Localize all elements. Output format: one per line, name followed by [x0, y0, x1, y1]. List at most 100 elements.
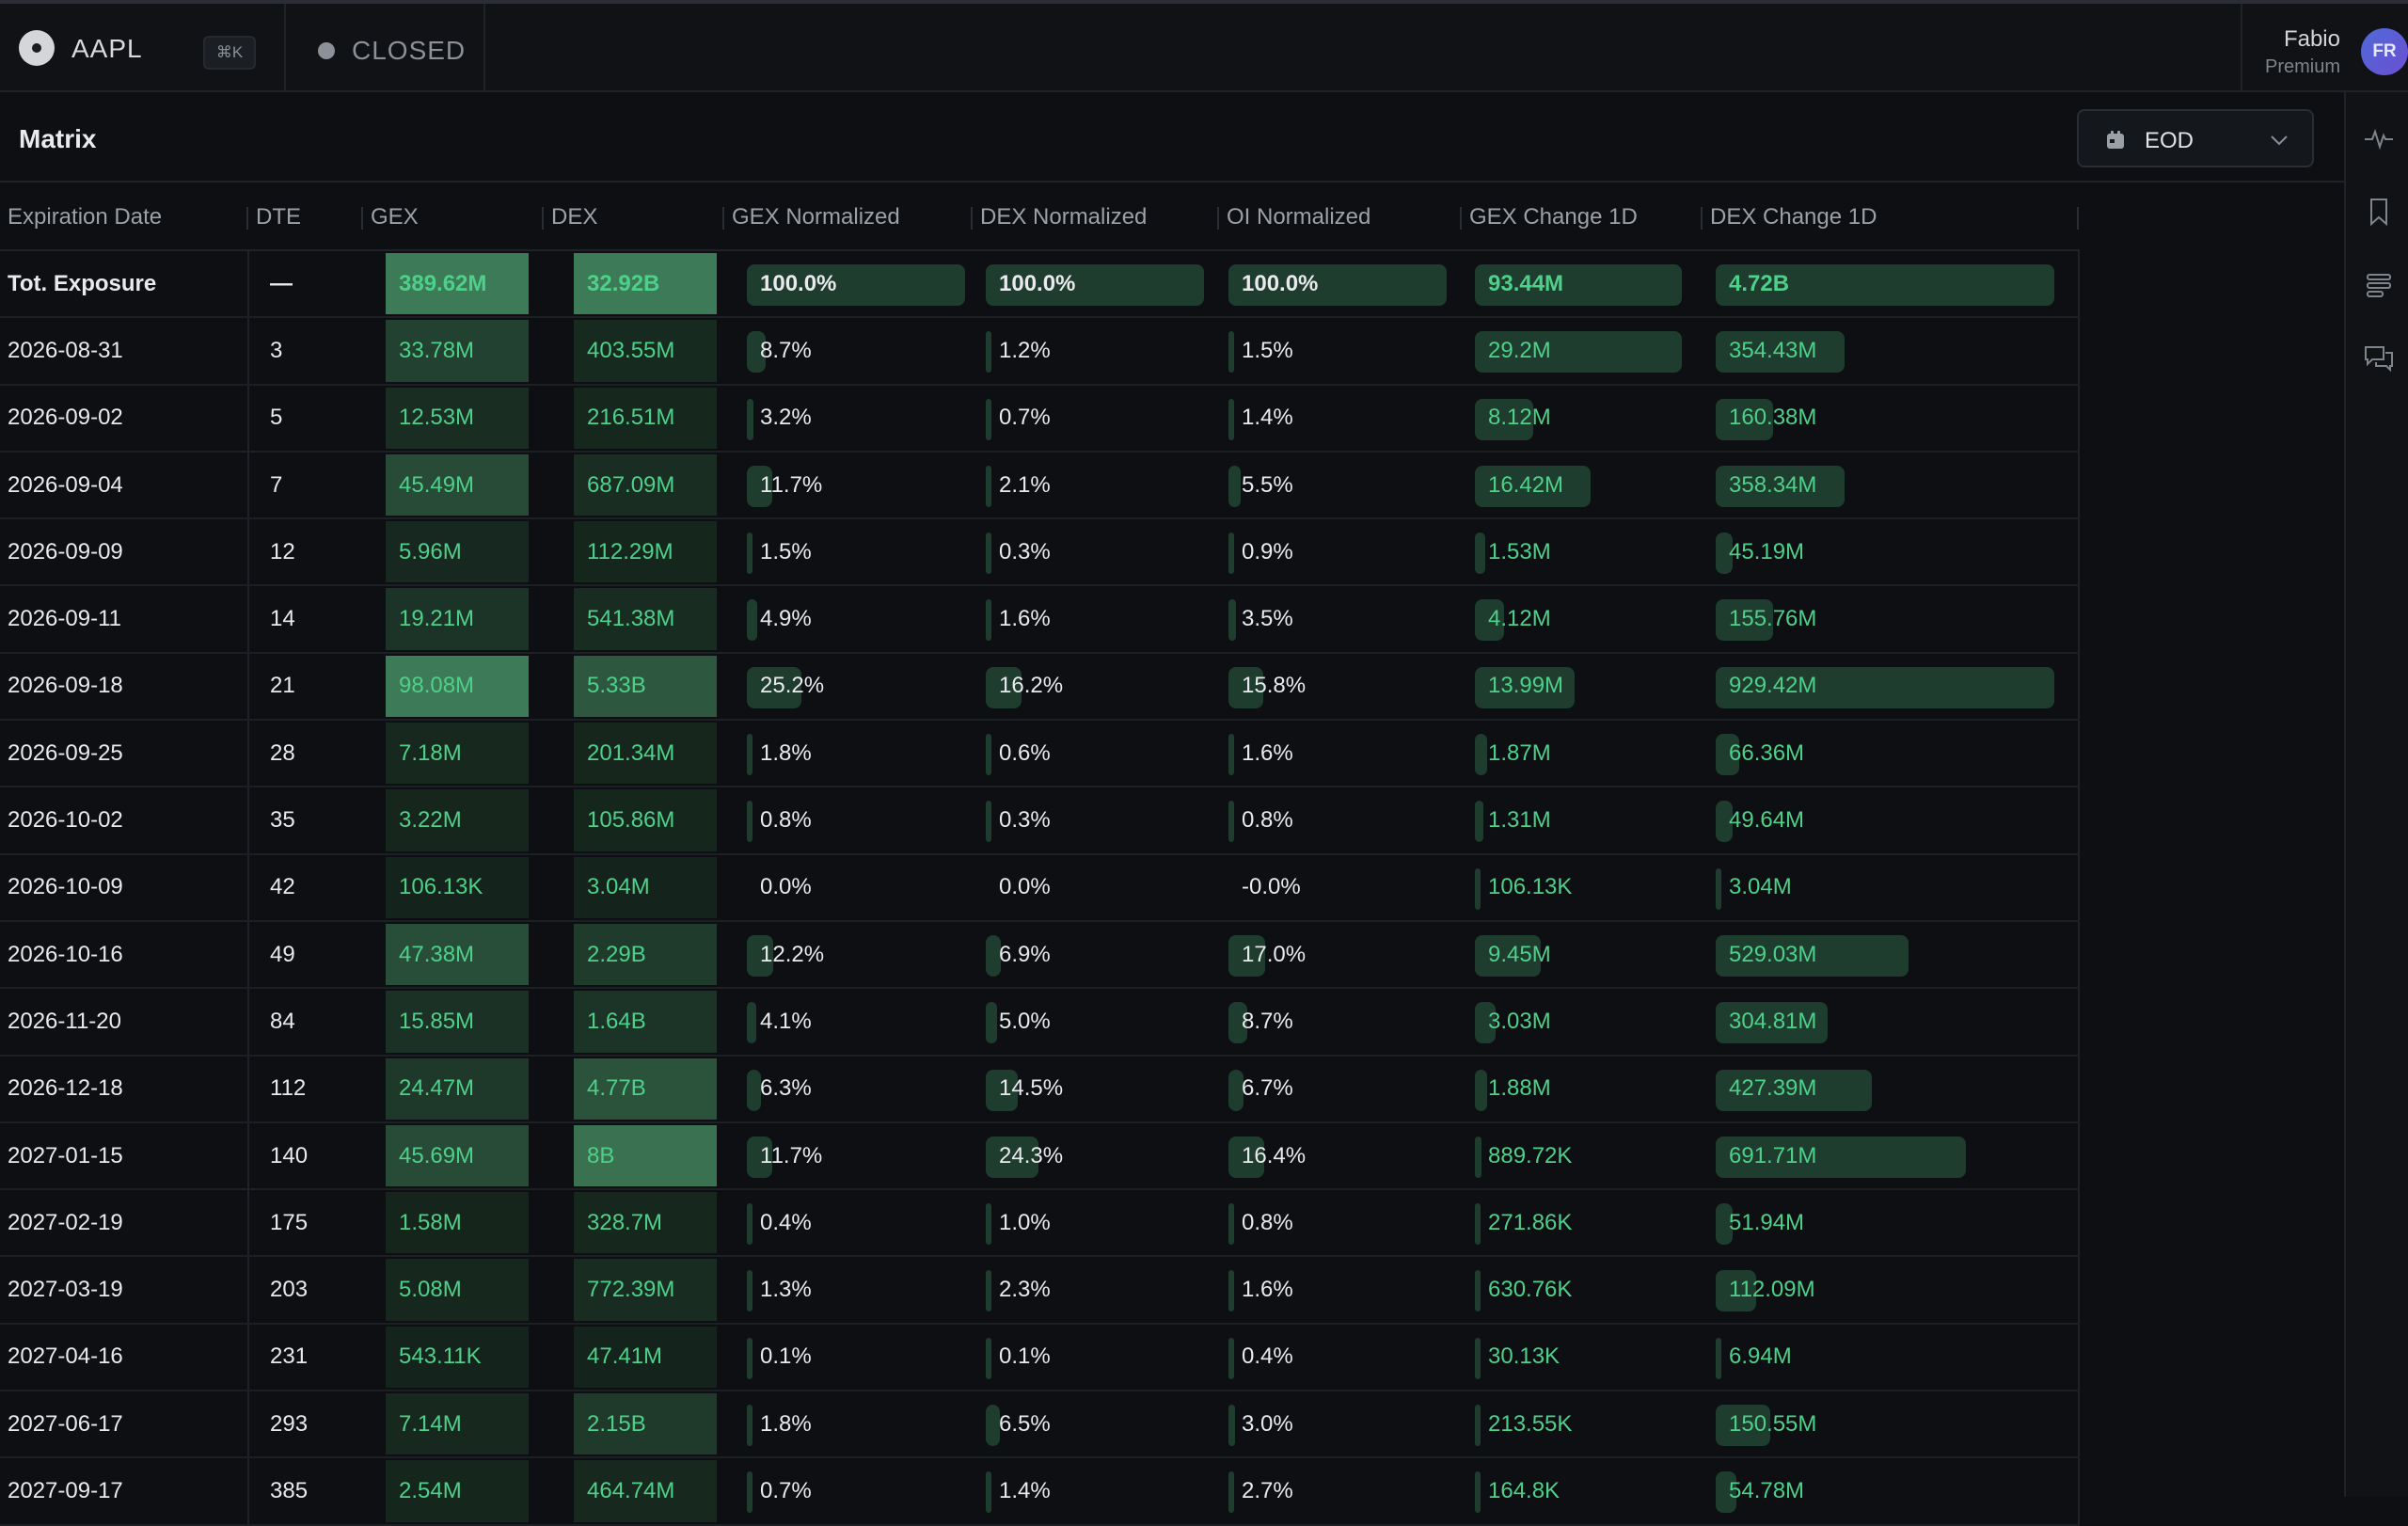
dex-cell-value: 216.51M [574, 387, 717, 449]
change-bar [1475, 1136, 1481, 1178]
column-divider[interactable] [1217, 207, 1219, 230]
column-header[interactable]: OI Normalized [1219, 184, 1462, 251]
table-row[interactable]: 2026-10-09 42 106.13K 3.04M 0.0% 0.0% -0.0% 106… [0, 853, 2080, 922]
oi-normalized-cell: 15.8% [1219, 652, 1462, 722]
column-header[interactable]: Expiration Date [0, 184, 248, 251]
normalized-value: 8.7% [1242, 1008, 1293, 1034]
normalized-bar [747, 734, 752, 776]
column-divider[interactable] [1460, 207, 1462, 230]
table-row[interactable]: 2026-10-16 49 47.38M 2.29B 12.2% 6.9% 17.0% 9.4… [0, 920, 2080, 990]
change-bar [1716, 533, 1733, 575]
column-header[interactable]: DEX [544, 184, 724, 251]
normalized-bar [986, 398, 991, 440]
change-bar [1716, 1203, 1733, 1246]
dte-cell: 84 [248, 988, 363, 1057]
list-icon[interactable] [2363, 269, 2395, 301]
change-value: 889.72K [1488, 1142, 1573, 1168]
column-divider[interactable] [542, 207, 544, 230]
column-divider[interactable] [722, 207, 724, 230]
table-row[interactable]: 2026-11-20 84 15.85M 1.64B 4.1% 5.0% 8.7% 3.03M… [0, 988, 2080, 1057]
normalized-value: 2.7% [1242, 1477, 1293, 1503]
avatar[interactable]: FR [2361, 28, 2408, 75]
column-divider[interactable] [971, 207, 973, 230]
column-divider[interactable] [361, 207, 363, 230]
calendar-icon [2107, 131, 2124, 149]
table-row[interactable]: 2027-04-16 231 543.11K 47.41M 0.1% 0.1% 0.4% 30… [0, 1323, 2080, 1392]
dte-cell: — [248, 250, 363, 319]
gex-cell-value: 24.47M [386, 1057, 529, 1120]
table-row[interactable]: 2026-09-02 5 12.53M 216.51M 3.2% 0.7% 1.4% 8.12… [0, 384, 2080, 453]
column-header[interactable]: GEX Change 1D [1462, 184, 1703, 251]
dex-cell: 328.7M [544, 1189, 724, 1258]
dex-normalized-cell: 1.0% [973, 1189, 1219, 1258]
column-header[interactable]: DTE [248, 184, 363, 251]
normalized-bar [747, 1337, 752, 1379]
column-header[interactable]: DEX Normalized [973, 184, 1219, 251]
change-value: 9.45M [1488, 941, 1551, 967]
change-bar [1716, 331, 1845, 374]
dte-cell: 7 [248, 451, 363, 520]
change-value: 3.04M [1729, 874, 1792, 900]
table-row[interactable]: 2027-09-17 385 2.54M 464.74M 0.7% 1.4% 2.7% 164… [0, 1457, 2080, 1526]
user-menu[interactable]: Fabio Premium FR [2241, 4, 2408, 92]
oi-normalized-cell: 1.6% [1219, 720, 1462, 788]
column-divider[interactable] [246, 207, 248, 230]
column-header[interactable]: GEX Normalized [724, 184, 973, 251]
table-row[interactable]: 2027-02-19 175 1.58M 328.7M 0.4% 1.0% 0.8% 271.… [0, 1189, 2080, 1258]
gex-cell: 2.54M [363, 1457, 544, 1526]
normalized-value: 0.7% [999, 405, 1051, 431]
change-value: 304.81M [1729, 1008, 1817, 1034]
normalized-value: 100.0% [999, 270, 1076, 296]
dex-cell-value: 2.29B [574, 923, 717, 986]
normalized-bar [1228, 1002, 1248, 1044]
bookmark-icon[interactable] [2363, 196, 2395, 228]
command-shortcut[interactable]: ⌘K [203, 36, 256, 70]
dex-change-cell: 427.39M [1703, 1055, 2080, 1123]
table-row[interactable]: 2026-09-11 14 19.21M 541.38M 4.9% 1.6% 3.5% 4.1… [0, 585, 2080, 654]
oi-normalized-cell: 0.8% [1219, 787, 1462, 855]
table-row[interactable]: 2027-06-17 293 7.14M 2.15B 1.8% 6.5% 3.0% 213.5… [0, 1391, 2080, 1459]
chat-icon[interactable] [2363, 342, 2395, 374]
column-header[interactable]: GEX [363, 184, 544, 251]
change-bar [1716, 1337, 1721, 1379]
normalized-bar [747, 465, 773, 507]
oi-normalized-cell: 6.7% [1219, 1055, 1462, 1123]
timeframe-select[interactable]: EOD [2077, 109, 2314, 167]
oi-normalized-cell: 1.4% [1219, 384, 1462, 453]
table-row[interactable]: 2027-01-15 140 45.69M 8B 11.7% 24.3% 16.4% 889.… [0, 1121, 2080, 1191]
normalized-value: 1.4% [999, 1477, 1051, 1503]
normalized-bar [1228, 599, 1237, 642]
table-row[interactable]: 2027-03-19 203 5.08M 772.39M 1.3% 2.3% 1.6% 630… [0, 1256, 2080, 1325]
change-bar [1475, 1471, 1481, 1514]
table-row[interactable]: 2026-09-09 12 5.96M 112.29M 1.5% 0.3% 0.9% 1.53… [0, 518, 2080, 587]
table-row[interactable]: 2026-12-18 112 24.47M 4.77B 6.3% 14.5% 6.7% 1.8… [0, 1055, 2080, 1123]
column-header-label: GEX Normalized [732, 203, 900, 230]
change-value: 30.13K [1488, 1343, 1560, 1370]
column-header-label: DEX Normalized [980, 203, 1148, 230]
dex-cell: 8B [544, 1121, 724, 1191]
column-divider[interactable] [2077, 207, 2079, 230]
table-row[interactable]: 2026-10-02 35 3.22M 105.86M 0.8% 0.3% 0.8% 1.31… [0, 787, 2080, 855]
normalized-bar [986, 1270, 991, 1312]
column-divider[interactable] [1701, 207, 1703, 230]
column-header[interactable]: DEX Change 1D [1703, 184, 2079, 251]
gex-cell-value: 12.53M [386, 387, 529, 449]
table-row[interactable]: 2026-08-31 3 33.78M 403.55M 8.7% 1.2% 1.5% 29.2… [0, 317, 2080, 386]
normalized-bar [1228, 666, 1263, 708]
total-exposure-row[interactable]: Tot. Exposure — 389.62M 32.92B 100.0% 100.0% 1… [0, 250, 2080, 319]
table-row[interactable]: 2026-09-18 21 98.08M 5.33B 25.2% 16.2% 15.8% 13… [0, 652, 2080, 722]
table-row[interactable]: 2026-09-04 7 45.49M 687.09M 11.7% 2.1% 5.5% 16.… [0, 451, 2080, 520]
normalized-value: 1.5% [760, 538, 812, 564]
normalized-value: 2.1% [999, 471, 1051, 498]
gex-cell: 1.58M [363, 1189, 544, 1258]
table-row[interactable]: 2026-09-25 28 7.18M 201.34M 1.8% 0.6% 1.6% 1.87… [0, 720, 2080, 788]
ticker-symbol[interactable]: AAPL [71, 34, 143, 63]
change-bar [1716, 666, 2054, 708]
pulse-icon[interactable] [2363, 122, 2395, 154]
normalized-bar [1228, 1270, 1234, 1312]
dex-change-cell: 3.04M [1703, 853, 2080, 922]
dex-change-cell: 54.78M [1703, 1457, 2080, 1526]
dex-cell-value: 464.74M [574, 1460, 717, 1522]
change-bar [1475, 1270, 1481, 1312]
ticker-selector[interactable]: AAPL ⌘K [0, 4, 286, 92]
